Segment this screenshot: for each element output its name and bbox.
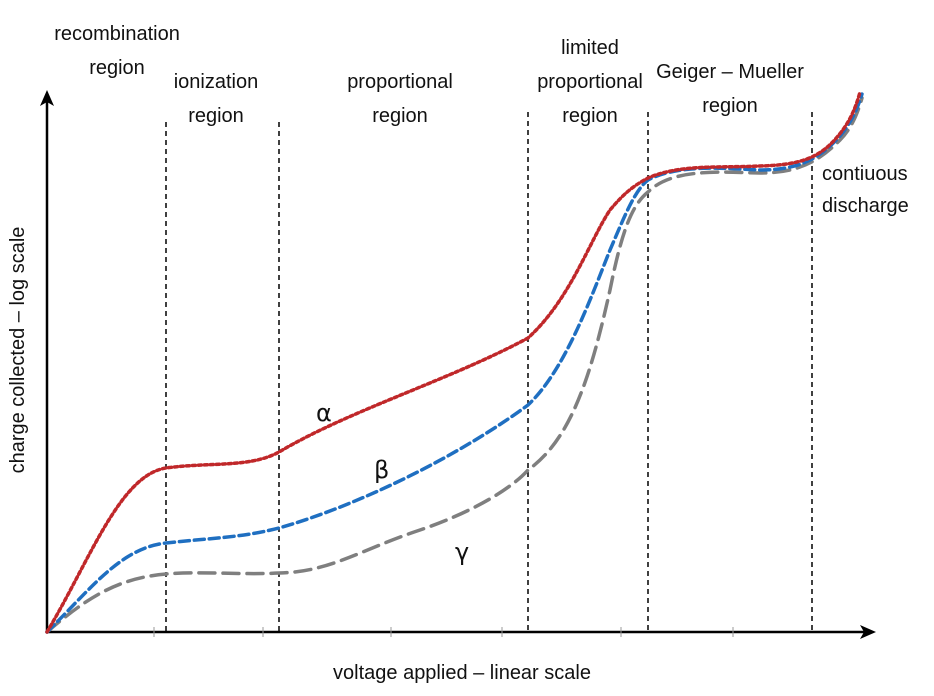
region-label-line: discharge xyxy=(822,195,909,217)
region-label-line: proportional xyxy=(537,71,643,93)
region-dividers xyxy=(165,112,813,632)
region-label-line: region xyxy=(562,105,618,127)
alpha-label: α xyxy=(316,399,332,427)
x-axis-arrowhead xyxy=(860,625,876,639)
region-label-line: ionization xyxy=(174,71,259,93)
region-label-line: region xyxy=(372,105,428,127)
region-label-line: contiuous xyxy=(822,163,908,185)
region-label-line: region xyxy=(702,95,758,117)
beta-label: β xyxy=(374,456,389,484)
region-label-line: recombination xyxy=(54,23,180,45)
gamma-curve xyxy=(45,96,864,634)
region-label-line: Geiger – Mueller xyxy=(656,61,804,83)
region-continuous-discharge-label: contiuous discharge xyxy=(822,163,909,217)
x-axis-label: voltage applied – linear scale xyxy=(333,662,591,684)
y-axis-arrowhead xyxy=(40,90,54,106)
region-proportional-label: proportional region xyxy=(347,71,453,127)
x-axis-ticks xyxy=(153,627,734,637)
region-ionization-label: ionization region xyxy=(174,71,259,127)
region-label-line: region xyxy=(89,57,145,79)
region-label-line: proportional xyxy=(347,71,453,93)
alpha-curve xyxy=(45,90,862,634)
y-axis-label: charge collected – log scale xyxy=(7,227,29,474)
region-recombination-label: recombination region xyxy=(54,23,180,79)
beta-curve xyxy=(45,92,864,634)
region-geiger-mueller-label: Geiger – Mueller region xyxy=(656,61,804,117)
curves xyxy=(45,90,864,634)
region-label-line: limited xyxy=(561,37,619,59)
gamma-label: γ xyxy=(455,538,469,566)
region-label-line: region xyxy=(188,105,244,127)
axes xyxy=(40,90,876,639)
region-limited-proportional-label: limited proportional region xyxy=(537,37,643,127)
